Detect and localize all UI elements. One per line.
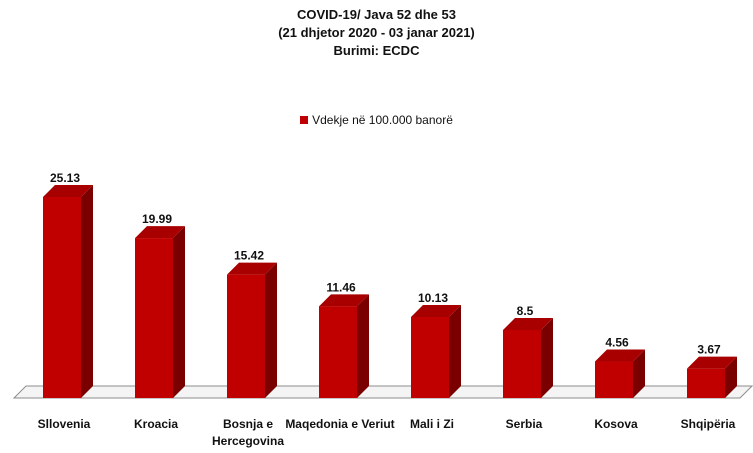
bar-side xyxy=(81,184,93,398)
category-label: Sllovenia xyxy=(37,417,91,431)
bar xyxy=(687,368,725,398)
bar-top xyxy=(687,356,737,369)
bar xyxy=(319,306,357,398)
bar-top xyxy=(43,184,93,197)
data-label: 3.67 xyxy=(697,343,721,357)
bar-top xyxy=(595,349,645,362)
bar-top xyxy=(135,226,185,239)
data-label: 15.42 xyxy=(234,249,264,263)
category-label: Shqipëria xyxy=(680,417,736,431)
bar-side xyxy=(725,356,737,398)
bar-top xyxy=(227,262,277,275)
bar-side xyxy=(173,226,185,398)
bar-side xyxy=(541,318,553,398)
bar xyxy=(135,238,173,398)
bar-top xyxy=(319,294,369,307)
data-label: 10.13 xyxy=(418,291,448,305)
bar xyxy=(411,316,449,398)
data-label: 11.46 xyxy=(326,280,356,294)
bar-top xyxy=(503,318,553,330)
legend-label: Vdekje në 100.000 banorë xyxy=(312,113,453,127)
bar xyxy=(227,274,265,398)
category-label: Maqedonia e Veriut xyxy=(285,417,395,431)
bar-side xyxy=(357,294,369,398)
category-label: Kroacia xyxy=(133,417,179,431)
data-label: 25.13 xyxy=(50,171,80,185)
bar-top xyxy=(411,304,461,317)
category-label: Mali i Zi xyxy=(409,417,454,431)
legend: Vdekje në 100.000 banorë xyxy=(0,113,753,127)
chart-subtitle: (21 dhjetor 2020 - 03 janar 2021) xyxy=(278,25,475,40)
data-label: 4.56 xyxy=(605,336,629,350)
data-label: 8.5 xyxy=(517,304,534,318)
chart-source: Burimi: ECDC xyxy=(333,43,420,58)
bar xyxy=(503,330,541,398)
bar xyxy=(595,361,633,398)
bar-side xyxy=(449,304,461,398)
data-label: 19.99 xyxy=(142,212,172,226)
bar-side xyxy=(633,349,645,398)
legend-swatch xyxy=(300,116,309,124)
bar xyxy=(43,196,81,398)
chart-title: COVID-19/ Java 52 dhe 53 xyxy=(297,7,456,22)
category-label: Bosnja e Hercegovina xyxy=(211,417,285,448)
plot-floor xyxy=(12,385,753,399)
category-label: Kosova xyxy=(594,417,638,431)
bar-side xyxy=(265,262,277,398)
category-label: Serbia xyxy=(505,417,543,431)
